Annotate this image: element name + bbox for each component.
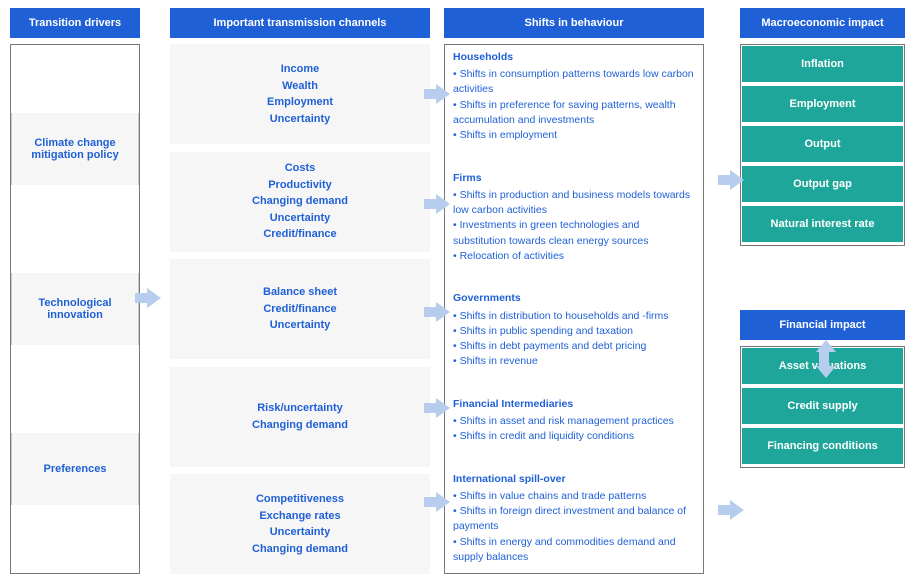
- behaviour-bullet: Shifts in credit and liquidity condition…: [453, 429, 695, 444]
- behaviour-section: International spill-over Shifts in value …: [445, 469, 703, 571]
- behaviour-title: Firms: [453, 171, 695, 186]
- col-transition-drivers: Transition drivers Climate change mitiga…: [10, 8, 140, 574]
- behaviour-bullet: Shifts in debt payments and debt pricing: [453, 339, 695, 354]
- behaviour-bullet: Shifts in energy and commodities demand …: [453, 535, 695, 565]
- channel-line: Competitiveness: [256, 491, 344, 508]
- channel-line: Changing demand: [252, 541, 348, 558]
- channels-stack: IncomeWealthEmploymentUncertainty CostsP…: [170, 44, 430, 574]
- behaviour-bullet: Shifts in preference for saving patterns…: [453, 98, 695, 128]
- channel-line: Credit/finance: [263, 301, 336, 318]
- channel-line: Uncertainty: [270, 210, 331, 227]
- arrow-right-icon: [436, 302, 450, 322]
- channel-group: CompetitivenessExchange ratesUncertainty…: [170, 474, 430, 574]
- behaviour-bullet: Relocation of activities: [453, 249, 695, 264]
- behaviour-bullet: Shifts in public spending and taxation: [453, 324, 695, 339]
- header-behaviour: Shifts in behaviour: [444, 8, 704, 38]
- macro-item: Output gap: [742, 166, 903, 202]
- behaviour-list: Shifts in value chains and trade pattern…: [453, 489, 695, 565]
- behaviour-box: Households Shifts in consumption patterns…: [444, 44, 704, 574]
- channel-line: Balance sheet: [263, 284, 337, 301]
- behaviour-bullet: Shifts in foreign direct investment and …: [453, 504, 695, 534]
- channel-line: Wealth: [282, 78, 318, 95]
- behaviour-title: Financial Intermediaries: [453, 397, 695, 412]
- channel-group: CostsProductivityChanging demandUncertai…: [170, 152, 430, 252]
- arrow-right-icon: [730, 170, 744, 190]
- channel-line: Costs: [285, 160, 316, 177]
- behaviour-bullet: Shifts in value chains and trade pattern…: [453, 489, 695, 504]
- header-financial: Financial impact: [740, 310, 905, 340]
- arrow-right-icon: [436, 398, 450, 418]
- channel-line: Uncertainty: [270, 317, 331, 334]
- channel-line: Uncertainty: [270, 524, 331, 541]
- behaviour-bullet: Investments in green technologies and su…: [453, 218, 695, 248]
- channel-group: Risk/uncertaintyChanging demand: [170, 367, 430, 467]
- financial-item: Financing conditions: [742, 428, 903, 464]
- macro-item: Inflation: [742, 46, 903, 82]
- behaviour-list: Shifts in production and business models…: [453, 188, 695, 264]
- channel-line: Income: [281, 61, 320, 78]
- behaviour-list: Shifts in consumption patterns towards l…: [453, 67, 695, 143]
- col-transmission-channels: Important transmission channels IncomeWe…: [170, 8, 430, 574]
- channel-line: Changing demand: [252, 417, 348, 434]
- macro-item: Employment: [742, 86, 903, 122]
- behaviour-section: Financial Intermediaries Shifts in asset …: [445, 394, 703, 451]
- behaviour-section: Firms Shifts in production and business m…: [445, 168, 703, 270]
- arrow-right-icon: [147, 288, 161, 308]
- behaviour-section: Households Shifts in consumption patterns…: [445, 47, 703, 149]
- channel-line: Uncertainty: [270, 111, 331, 128]
- col-shifts-behaviour: Shifts in behaviour Households Shifts in …: [444, 8, 704, 574]
- behaviour-title: Households: [453, 50, 695, 65]
- col-impacts: Macroeconomic impact Inflation Employmen…: [740, 8, 905, 468]
- behaviour-bullet: Shifts in distribution to households and…: [453, 309, 695, 324]
- channel-group: Balance sheetCredit/financeUncertainty: [170, 259, 430, 359]
- driver-item: Climate change mitigation policy: [11, 113, 139, 185]
- behaviour-bullet: Shifts in asset and risk management prac…: [453, 414, 695, 429]
- channel-line: Exchange rates: [259, 508, 340, 525]
- behaviour-title: International spill-over: [453, 472, 695, 487]
- macro-item: Output: [742, 126, 903, 162]
- driver-item: Technological innovation: [11, 273, 139, 345]
- header-channels: Important transmission channels: [170, 8, 430, 38]
- header-macro: Macroeconomic impact: [740, 8, 905, 38]
- driver-item: Preferences: [11, 433, 139, 505]
- arrow-right-icon: [436, 194, 450, 214]
- arrow-right-icon: [730, 500, 744, 520]
- channel-line: Productivity: [268, 177, 332, 194]
- behaviour-list: Shifts in asset and risk management prac…: [453, 414, 695, 444]
- behaviour-bullet: Shifts in consumption patterns towards l…: [453, 67, 695, 97]
- macro-item: Natural interest rate: [742, 206, 903, 242]
- behaviour-list: Shifts in distribution to households and…: [453, 309, 695, 370]
- financial-item: Credit supply: [742, 388, 903, 424]
- channel-line: Credit/finance: [263, 226, 336, 243]
- behaviour-bullet: Shifts in revenue: [453, 354, 695, 369]
- macro-group: Inflation Employment Output Output gap N…: [740, 44, 905, 246]
- arrow-right-icon: [436, 492, 450, 512]
- behaviour-bullet: Shifts in employment: [453, 128, 695, 143]
- behaviour-bullet: Shifts in production and business models…: [453, 188, 695, 218]
- channel-group: IncomeWealthEmploymentUncertainty: [170, 44, 430, 144]
- arrow-right-icon: [436, 84, 450, 104]
- behaviour-title: Governments: [453, 291, 695, 306]
- arrow-double-icon: [816, 340, 832, 378]
- behaviour-section: Governments Shifts in distribution to hou…: [445, 288, 703, 375]
- channel-line: Changing demand: [252, 193, 348, 210]
- channel-line: Risk/uncertainty: [257, 400, 343, 417]
- channel-line: Employment: [267, 94, 333, 111]
- drivers-box: Climate change mitigation policy Technol…: [10, 44, 140, 574]
- header-drivers: Transition drivers: [10, 8, 140, 38]
